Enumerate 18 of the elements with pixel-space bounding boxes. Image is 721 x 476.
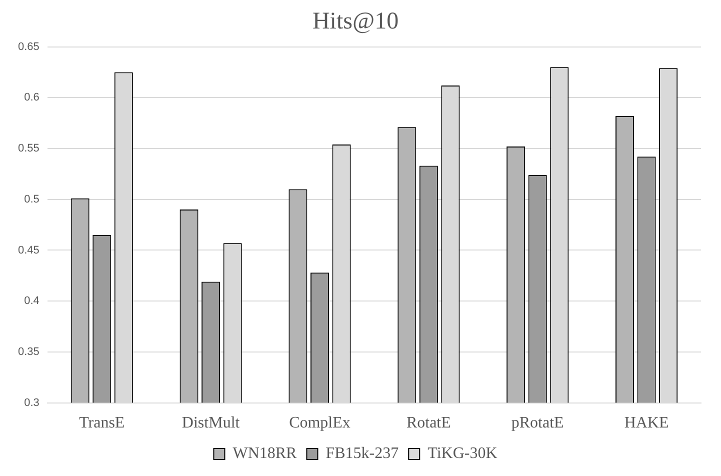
x-tick-label: RotatE — [406, 414, 451, 432]
x-tick-label: ComplEx — [289, 414, 350, 432]
y-tick-label: 0.3 — [24, 396, 40, 409]
x-tick-label: HAKE — [624, 414, 669, 432]
y-tick-label: 0.65 — [18, 40, 40, 53]
y-tick-label: 0.35 — [18, 346, 40, 358]
x-tick-label: pRotatE — [511, 414, 564, 432]
x-tick-label: DistMult — [182, 414, 240, 432]
x-tick-label: TransE — [79, 414, 125, 432]
y-tick-label: 0.45 — [18, 244, 40, 256]
y-tick-label: 0.5 — [24, 193, 40, 206]
legend-label: TiKG-30K — [428, 445, 498, 462]
y-tick-label: 0.6 — [24, 92, 40, 104]
chart-title: Hits@10 — [312, 8, 399, 35]
legend-label: WN18RR — [232, 445, 298, 462]
y-tick-label: 0.55 — [18, 142, 40, 155]
y-tick-label: 0.4 — [24, 295, 40, 308]
legend-label: FB15k-237 — [326, 445, 399, 462]
